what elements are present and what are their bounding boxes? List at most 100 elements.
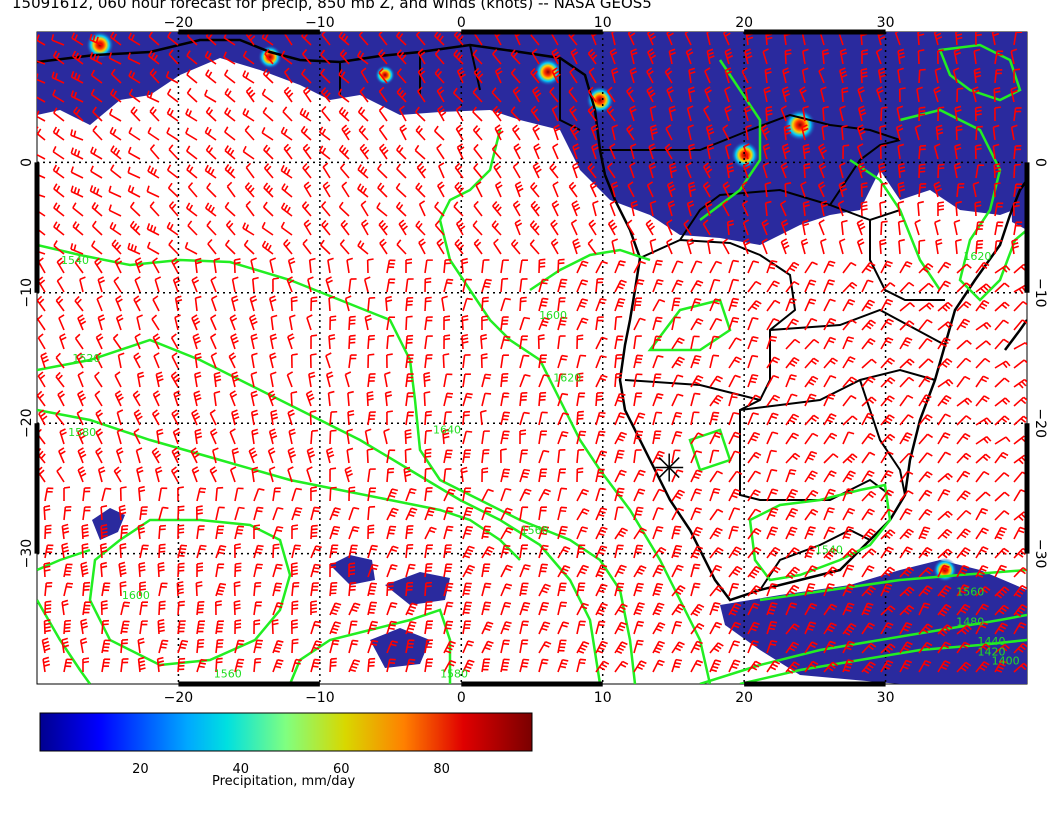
wind-barb — [272, 659, 284, 673]
wind-barb — [114, 390, 124, 407]
wind-barb — [595, 640, 608, 654]
wind-barb — [606, 86, 616, 103]
wind-barbs — [37, 32, 1027, 674]
wind-barb — [614, 354, 623, 369]
wind-barb — [424, 639, 433, 654]
wind-barb — [92, 125, 103, 141]
wind-barb — [899, 261, 913, 274]
wind-barb — [403, 466, 412, 483]
wind-barb — [766, 356, 781, 369]
wind-barb — [63, 486, 71, 502]
wind-barb — [405, 488, 417, 502]
wind-barb — [842, 488, 854, 502]
wind-barb — [953, 219, 961, 236]
wind-barb — [58, 314, 65, 331]
wind-barb — [405, 278, 414, 293]
wind-barb — [344, 371, 352, 388]
wind-barb — [454, 238, 465, 255]
wind-barb — [880, 106, 888, 122]
wind-barb — [341, 124, 351, 141]
wind-barb — [519, 639, 529, 654]
wind-barb — [51, 34, 65, 46]
wind-barb — [762, 162, 770, 179]
wind-barb — [96, 295, 103, 312]
wind-barb — [186, 87, 198, 103]
wind-barb — [818, 219, 825, 236]
wind-barb — [664, 67, 673, 84]
wind-barb — [115, 314, 124, 331]
wind-barb — [158, 524, 167, 540]
wind-barb — [666, 219, 673, 236]
wind-barb — [804, 470, 818, 483]
wind-barb — [690, 392, 701, 407]
colorbar: 20 40 60 80 — [39, 712, 533, 777]
wind-barb — [994, 50, 1004, 65]
wind-barb — [424, 620, 433, 635]
wind-barb — [149, 68, 160, 84]
wind-barb — [262, 106, 274, 122]
wind-barb — [329, 429, 337, 445]
wind-barb — [185, 127, 198, 141]
wind-barb — [249, 295, 258, 312]
wind-barb — [310, 640, 323, 654]
wind-barb — [690, 411, 700, 426]
wind-barb — [191, 409, 201, 426]
wind-barb — [177, 505, 185, 521]
wind-barb — [386, 316, 396, 331]
wind-barb — [280, 50, 293, 65]
wind-barb — [557, 430, 569, 445]
wind-barb — [538, 297, 549, 312]
wind-barb — [994, 265, 1011, 274]
wind-barb — [386, 620, 397, 635]
wind-barb — [690, 507, 702, 521]
wind-barb — [139, 601, 149, 616]
wind-barb — [861, 279, 874, 293]
wind-barb — [481, 658, 491, 673]
wind-barb — [627, 181, 635, 198]
wind-barb — [817, 143, 828, 160]
wind-barb — [576, 430, 587, 445]
wind-barb — [204, 50, 217, 65]
contour-line — [88, 518, 292, 667]
precip-region-north — [37, 32, 1027, 245]
wind-barb — [214, 600, 222, 616]
wind-barb — [322, 181, 331, 198]
wind-barb — [250, 409, 259, 426]
wind-barb — [557, 546, 571, 559]
wind-barb — [899, 358, 915, 369]
wind-barb — [823, 640, 836, 654]
wind-barb — [519, 374, 531, 388]
wind-barb — [443, 563, 453, 578]
wind-barb — [512, 124, 521, 141]
wind-barb — [935, 238, 943, 255]
wind-barb — [341, 181, 350, 198]
wind-barb — [500, 259, 509, 274]
wind-barb — [766, 431, 779, 445]
wind-barb — [747, 546, 762, 559]
wind-barb — [956, 564, 970, 578]
wind-barb — [170, 466, 179, 483]
wind-barb — [899, 566, 915, 578]
wind-barb — [290, 619, 298, 635]
wind-barb — [1013, 319, 1027, 331]
wind-barb — [842, 431, 855, 445]
wind-barb — [879, 124, 886, 141]
wind-barb — [37, 153, 46, 160]
wind-barb — [709, 260, 723, 274]
wind-barb — [173, 390, 181, 407]
wind-barb — [766, 526, 779, 540]
wind-barb — [956, 183, 965, 198]
wind-barb — [686, 105, 694, 122]
wind-barb — [519, 601, 531, 616]
wind-barb — [120, 658, 129, 673]
wind-barb — [633, 565, 647, 578]
wind-barb — [538, 583, 551, 597]
wind-barb — [709, 298, 722, 312]
wind-barb — [43, 619, 51, 635]
wind-barb — [557, 525, 568, 540]
wind-barb — [268, 466, 276, 483]
wind-barb — [532, 124, 540, 141]
wind-barb — [455, 105, 464, 122]
wind-barb — [63, 582, 74, 597]
wind-barb — [519, 544, 528, 559]
